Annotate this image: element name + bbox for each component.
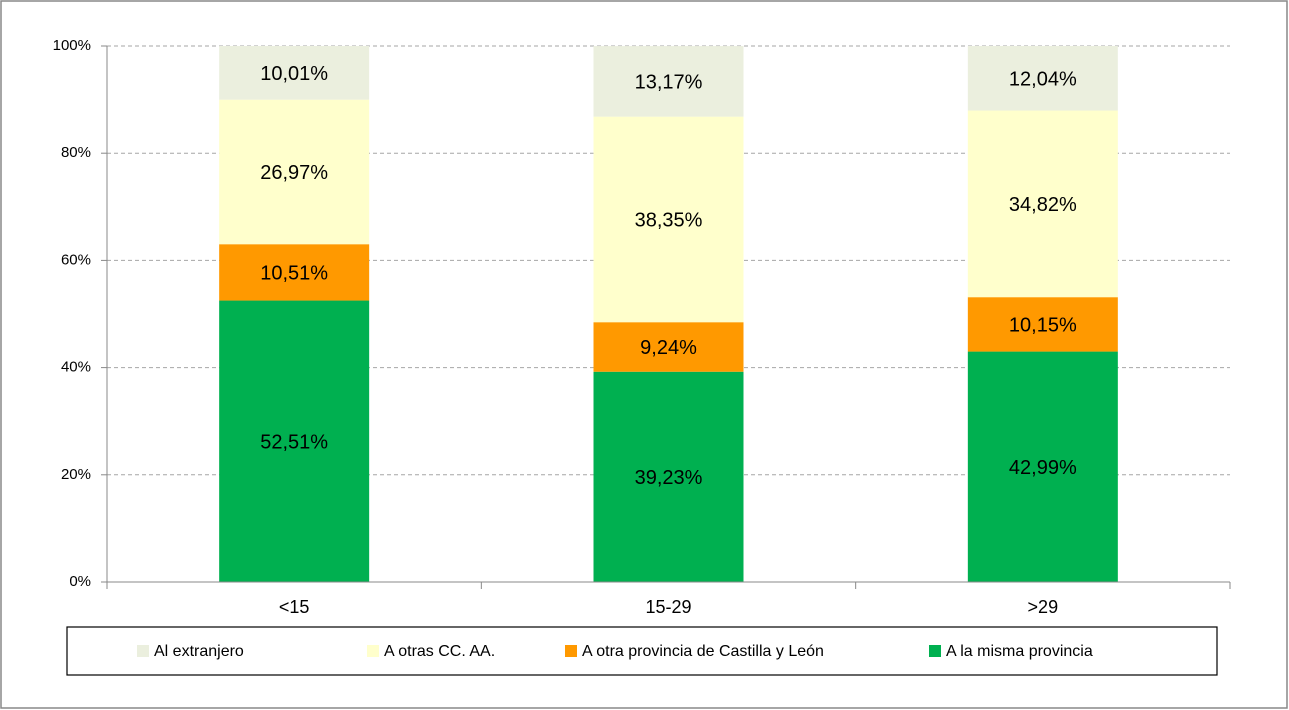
value-label: 10,01% [260, 63, 328, 85]
y-tick-label: 20% [61, 466, 91, 483]
y-tick-label: 60% [61, 251, 91, 268]
legend-swatch [137, 645, 149, 657]
value-label: 52,51% [260, 432, 328, 454]
legend-box [66, 626, 1218, 676]
value-label: 10,51% [260, 263, 328, 285]
bar-segment [593, 322, 744, 372]
legend-label: A la misma provincia [946, 643, 1093, 660]
value-label: 26,97% [260, 162, 328, 184]
value-label: 13,17% [635, 72, 703, 94]
y-tick-label: 0% [69, 573, 91, 590]
value-label: 10,15% [1009, 315, 1077, 337]
x-tick-label: 15-29 [645, 597, 691, 617]
legend-label: A otras CC. AA. [384, 643, 495, 660]
legend-label: Al extranjero [154, 643, 244, 660]
value-label: 34,82% [1009, 194, 1077, 216]
value-label: 9,24% [640, 337, 697, 359]
bar-segment [967, 297, 1118, 352]
legend-swatch [565, 645, 577, 657]
x-tick-label: >29 [1028, 597, 1059, 617]
y-tick-label: 40% [61, 359, 91, 376]
bar-segment [219, 99, 370, 245]
bar-segment [967, 110, 1118, 298]
legend-label: A otra provincia de Castilla y León [582, 643, 824, 660]
bar-segment [593, 371, 744, 582]
bar-segment [219, 244, 370, 301]
bar-segment [219, 300, 370, 582]
legend-swatch [929, 645, 941, 657]
bar-segment [967, 351, 1118, 582]
value-label: 38,35% [635, 210, 703, 232]
bar-segment [967, 46, 1118, 111]
bar-segment [593, 46, 744, 117]
x-tick-label: <15 [279, 597, 310, 617]
bar-segment [219, 46, 370, 100]
legend-swatch [367, 645, 379, 657]
y-tick-label: 80% [61, 144, 91, 161]
bar-segment [593, 116, 744, 323]
value-label: 12,04% [1009, 69, 1077, 91]
y-tick-label: 100% [53, 37, 91, 54]
value-label: 42,99% [1009, 457, 1077, 479]
value-label: 39,23% [635, 467, 703, 489]
